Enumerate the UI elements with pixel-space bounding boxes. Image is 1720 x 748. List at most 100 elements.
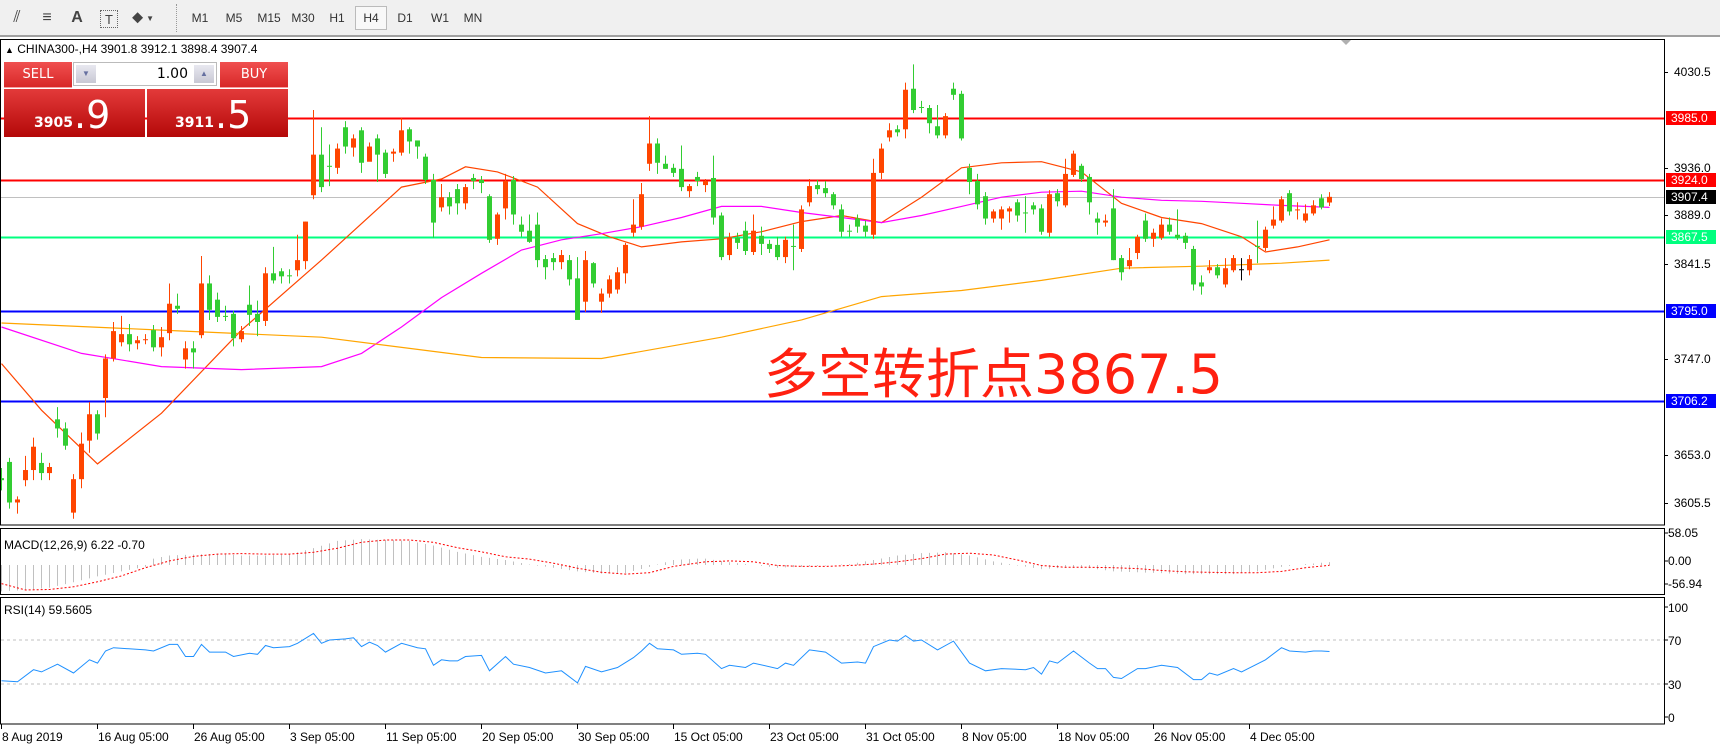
price-line-tag <box>1666 111 1716 125</box>
candle-body <box>767 243 772 249</box>
price-tick-label: 3747.0 <box>1674 352 1711 366</box>
candle-body <box>527 230 532 242</box>
buy-button[interactable]: BUY <box>220 62 288 88</box>
candle-body <box>303 221 308 262</box>
candle-body <box>687 186 692 192</box>
candle-body <box>1231 258 1236 271</box>
lot-increase-button[interactable]: ▲ <box>194 65 214 83</box>
collapse-triangle-icon[interactable]: ▲ <box>5 45 14 55</box>
candle-body <box>831 194 836 206</box>
candle-body <box>1263 229 1268 248</box>
text-icon[interactable]: A <box>71 9 83 26</box>
candle-body <box>559 255 564 263</box>
candle-body <box>703 181 708 186</box>
candle-body <box>743 230 748 251</box>
timeframe-h1[interactable]: H1 <box>329 11 345 25</box>
candle-body <box>695 176 700 182</box>
candle-body <box>759 235 764 244</box>
lot-decrease-button[interactable]: ▼ <box>76 65 96 83</box>
timeframe-w1[interactable]: W1 <box>431 11 449 25</box>
timeframe-m1[interactable]: M1 <box>191 11 209 25</box>
arrows-dropdown-icon[interactable]: ⬥ ▼ <box>132 7 154 29</box>
candle-body <box>1039 208 1044 232</box>
candle-body <box>279 271 284 277</box>
candle-body <box>671 167 676 173</box>
candle-body <box>999 209 1004 219</box>
candle-body <box>863 225 868 232</box>
candle-body <box>871 172 876 235</box>
candle-body <box>535 224 540 261</box>
candle-body <box>1199 282 1204 287</box>
candle-body <box>735 237 740 243</box>
fibonacci-fan-icon[interactable]: ≡ <box>42 9 52 26</box>
candle-body <box>1047 194 1052 233</box>
sell-price-fraction: .9 <box>74 93 111 137</box>
candle-body <box>1191 248 1196 285</box>
candle-body <box>519 224 524 232</box>
text-label-icon[interactable]: T <box>100 10 118 28</box>
candle-body <box>271 273 276 281</box>
timeframe-mn[interactable]: MN <box>463 11 483 25</box>
candle-body <box>1143 220 1148 239</box>
timeframe-m5[interactable]: M5 <box>225 11 243 25</box>
candle-body <box>807 186 812 203</box>
candle-body <box>1119 258 1124 273</box>
price-line-tag <box>1666 190 1716 204</box>
sell-price-box[interactable]: 3905 .9 <box>4 89 145 137</box>
time-tick-label: 15 Oct 05:00 <box>674 730 743 744</box>
timeframe-h4[interactable]: H4 <box>355 6 387 30</box>
candle-body <box>1 478 4 481</box>
candle-body <box>679 168 684 188</box>
timeframe-m30[interactable]: M30 <box>291 11 315 25</box>
sell-button[interactable]: SELL <box>4 62 72 88</box>
macd-label: MACD(12,26,9) 6.22 -0.70 <box>4 538 145 552</box>
candle-body <box>343 127 348 147</box>
candle-body <box>551 258 556 263</box>
price-tick-label: 3936.0 <box>1674 161 1711 175</box>
macd-signal-line <box>1 539 1330 591</box>
candle-body <box>1159 224 1164 238</box>
candle-body <box>1007 208 1012 212</box>
rsi-tick-label: 100 <box>1668 601 1688 615</box>
candle-body <box>975 181 980 205</box>
toolbar: ⫽ ≡ A T ⬥ ▼ M1 M5 M15 M30 H1 H4 D1 W1 MN <box>0 0 1720 37</box>
candle-body <box>983 196 988 219</box>
candle-body <box>39 462 44 474</box>
candle-body <box>167 303 172 334</box>
candle-body <box>647 143 652 164</box>
fibonacci-expansion-icon[interactable]: ⫽ <box>13 9 21 26</box>
lot-stepper[interactable]: ▼ 1.00 ▲ <box>73 62 217 86</box>
candle-body <box>1127 260 1132 267</box>
candle-body <box>1295 209 1300 211</box>
candle-body <box>1223 268 1228 285</box>
candle-body <box>47 466 52 474</box>
candle-body <box>1319 198 1324 208</box>
candle-body <box>1063 173 1068 206</box>
candle-body <box>255 313 260 322</box>
timeframe-m15[interactable]: M15 <box>257 11 281 25</box>
candle-body <box>991 211 996 219</box>
moving-average-line <box>1 161 1330 465</box>
rsi-tick-label: 70 <box>1668 634 1682 648</box>
time-tick-label: 11 Sep 05:00 <box>386 730 457 744</box>
candle-body <box>823 188 828 194</box>
rsi-line <box>1 632 1330 684</box>
candle-body <box>1055 193 1060 202</box>
candle-body <box>615 272 620 290</box>
candle-body <box>1031 205 1036 210</box>
candle-body <box>1095 218 1100 223</box>
buy-price-box[interactable]: 3911 .5 <box>147 89 288 137</box>
time-tick-label: 26 Aug 05:00 <box>194 730 265 744</box>
candle-body <box>799 209 804 249</box>
candle-body <box>239 331 244 340</box>
candle-body <box>1023 212 1028 214</box>
candle-body <box>215 299 220 317</box>
lot-input[interactable]: 1.00 <box>156 66 188 82</box>
candle-body <box>423 156 428 181</box>
arrows-icon: ⬥ <box>131 9 144 26</box>
candle-body <box>1287 193 1292 212</box>
candle-body <box>263 273 268 321</box>
main-panel-border <box>0 39 1665 526</box>
timeframe-d1[interactable]: D1 <box>397 11 413 25</box>
